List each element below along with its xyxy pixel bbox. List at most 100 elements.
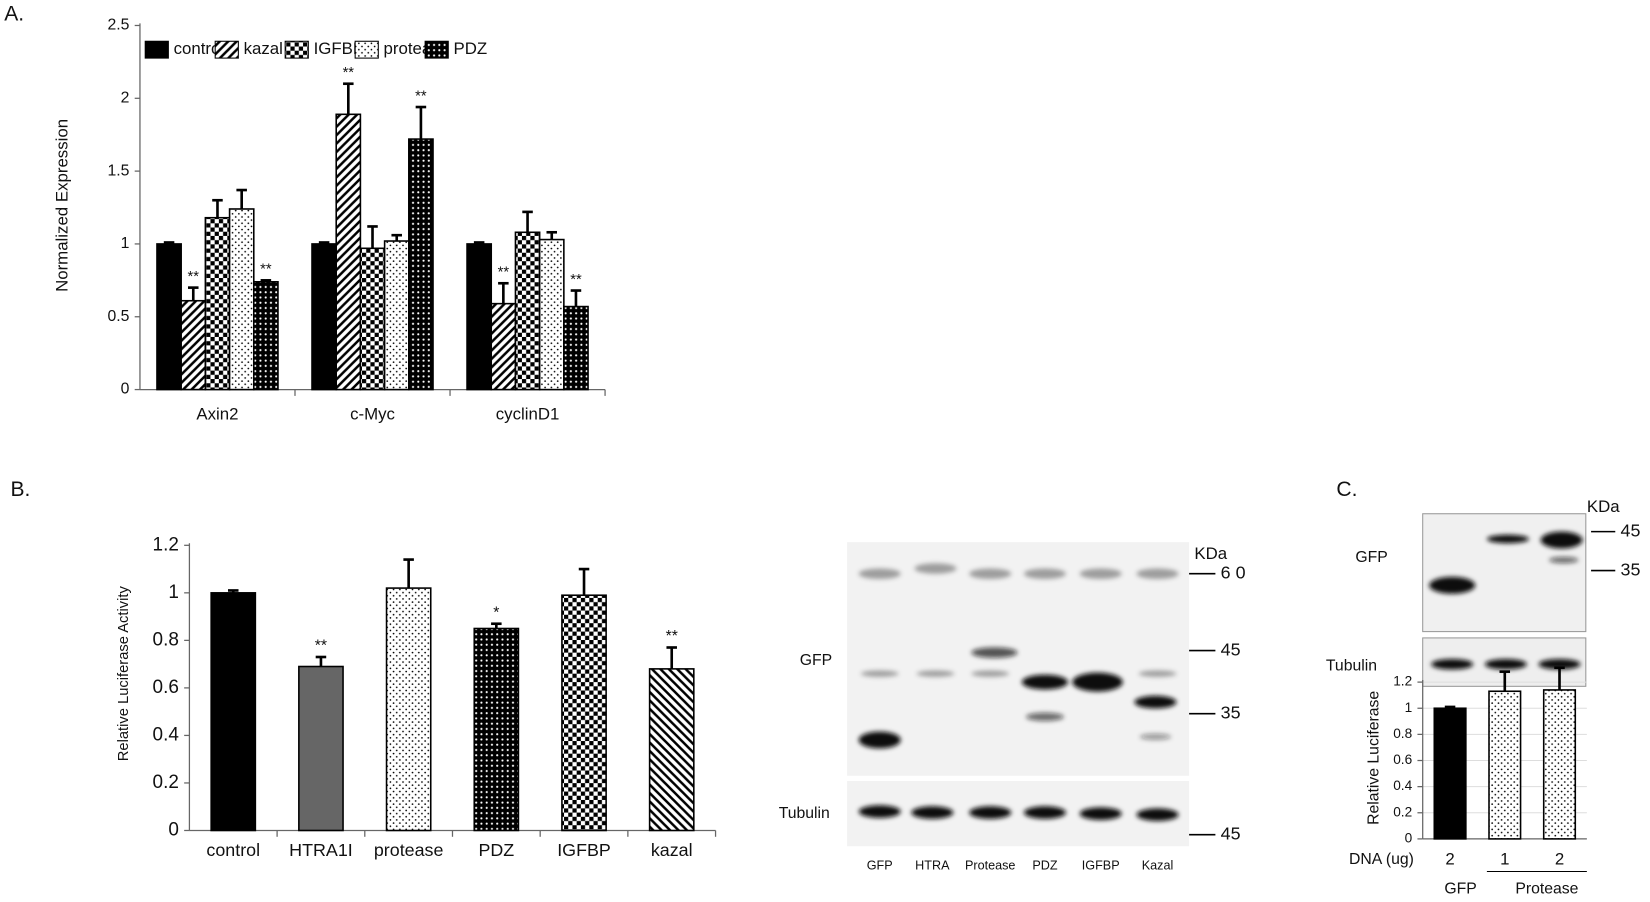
significance-label: ** [260,262,272,278]
x-tick-label: protease [374,840,444,860]
bar [204,216,231,391]
x-tick-label: 2 [1445,849,1454,868]
y-tick-label: 0.8 [1393,726,1412,741]
blot-row-label: GFP [1355,549,1387,566]
blot-membrane [847,781,1190,847]
y-tick-label: 1 [1405,700,1413,715]
bands [1429,531,1583,670]
significance-label: ** [188,269,200,285]
marker-label: 45 [1621,520,1641,540]
legend-swatch [144,40,169,59]
marker-label: 6 0 [1221,562,1246,582]
panel-label: B. [11,478,31,501]
blot-unit: KDa [1194,544,1227,563]
x-tick-label: IGFBP [557,840,611,860]
y-tick-label: 0 [168,819,179,840]
blot-c [1422,513,1587,687]
y-tick-label: 0.6 [153,677,179,698]
legend-label: PDZ [454,39,488,58]
group-label: GFP [1444,881,1476,897]
bar [648,668,695,832]
y-tick-label: 0.4 [1393,778,1412,793]
blot-row-label: GFP [800,652,832,669]
legend-swatch [214,40,239,59]
bar [514,231,541,391]
marker-label: 45 [1221,823,1241,843]
lane-label: HTRA [915,859,950,873]
x-axis-label: DNA (ug) [1349,851,1414,868]
y-tick-label: 0.8 [153,629,179,650]
significance-label: ** [666,628,678,645]
y-tick-label: 2 [121,89,130,106]
blot-membrane [847,542,1190,776]
x-tick-label: 1 [1500,849,1509,868]
y-tick-label: 1 [168,582,179,603]
bar [383,240,410,391]
legend-swatch [424,40,449,59]
y-tick-label: 1.5 [108,162,130,179]
legend-label: kazal [244,39,283,58]
bar [298,665,344,832]
y-axis-label: Relative Luciferase Activity [116,586,132,762]
x-tick-label: PDZ [478,840,514,860]
significance-label: ** [343,65,355,81]
y-tick-label: 0.2 [153,772,179,793]
bar [563,305,589,391]
y-tick-label: 0.6 [1393,752,1412,767]
bar [466,243,493,391]
group-label: Protease [1515,881,1578,897]
bar [210,592,257,832]
lane-label: IGFBP [1082,859,1120,873]
significance-label: * [493,604,499,621]
x-tick-label: Axin2 [196,404,238,423]
significance-label: ** [415,88,427,104]
y-tick-label: 0.5 [108,308,130,325]
lane-label: GFP [867,859,893,873]
x-tick-label: control [206,840,260,860]
y-tick-label: 0.2 [1393,804,1412,819]
bar [180,299,207,391]
y-tick-label: 2.5 [108,17,130,34]
bar [335,113,362,391]
marker-label: 35 [1221,702,1241,722]
bar [311,243,337,391]
bar [490,302,517,391]
y-axis-label: Relative Luciferase [1365,691,1382,825]
lane-label: PDZ [1032,859,1058,873]
bar [473,627,520,832]
y-tick-label: 0 [1405,831,1413,846]
y-axis-label: Normalized Expression [53,119,72,292]
marker-label: 45 [1221,639,1241,659]
blot-row-label: Tubulin [1326,657,1377,674]
y-tick-label: 1 [121,235,130,252]
bar [1433,707,1467,840]
bar [538,238,565,391]
lane-label: Protease [965,859,1015,873]
y-tick-label: 1.2 [1393,674,1412,689]
bar [359,247,386,391]
x-tick-label: HTRA1I [289,840,353,860]
x-tick-label: c-Myc [350,404,395,423]
panel-label: A. [4,3,24,26]
legend-swatch [284,40,309,59]
bar [385,587,432,832]
bar [228,208,255,391]
bar [252,281,279,391]
blot-b [847,542,1190,847]
blot-row-label: Tubulin [779,805,830,822]
legend-swatch [354,40,379,59]
bands [858,563,1179,822]
legend-label: control [174,39,225,58]
bar [1542,689,1577,840]
y-tick-label: 0.4 [153,724,179,745]
x-tick-label: 2 [1555,849,1564,868]
marker-label: 35 [1621,559,1641,579]
y-tick-label: 0 [121,381,130,398]
significance-label: ** [315,638,327,655]
bar [408,138,434,391]
x-tick-label: cyclinD1 [496,404,560,423]
bar [156,243,182,391]
blot-membrane [1422,513,1587,633]
